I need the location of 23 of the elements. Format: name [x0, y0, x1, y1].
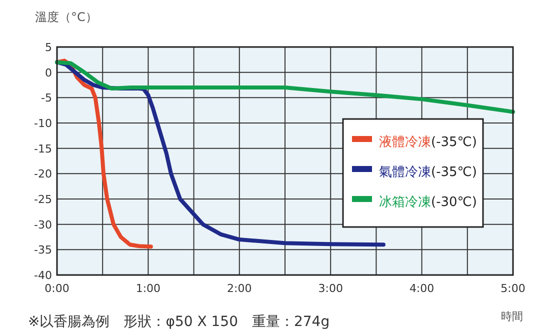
legend-label: 氣體冷凍(-35℃): [379, 165, 477, 180]
y-tick-label: -20: [34, 168, 52, 181]
y-axis-title: 溫度（°C）: [35, 10, 98, 24]
y-tick-label: -10: [34, 117, 52, 130]
y-tick-label: -25: [34, 193, 52, 206]
x-axis-title: 時間: [501, 310, 523, 323]
y-tick-label: -35: [34, 244, 52, 257]
y-tick-label: 5: [45, 41, 52, 54]
line-series: [55, 60, 515, 114]
text: ※以香腸為例 形狀：φ50 X 150 重量：274g: [28, 314, 330, 330]
x-tick-label: 3:00: [318, 282, 343, 295]
legend-label: 液體冷凍(-35℃): [379, 135, 477, 150]
y-tick-label: 0: [45, 66, 52, 80]
x-tick-label: 2:00: [227, 282, 252, 295]
x-tick-label: 5:00: [500, 282, 526, 295]
x-tick-label: 4:00: [409, 282, 434, 295]
y-tick-label: -40: [34, 269, 52, 282]
x-tick-label: 1:00: [136, 282, 161, 295]
y-tick-label: -15: [34, 142, 52, 156]
legend-label: 冰箱冷凍(-30℃): [379, 195, 477, 210]
x-tick-label: 0:00: [44, 282, 70, 295]
y-tick-label: -30: [34, 218, 52, 232]
y-tick-label: -5: [41, 92, 52, 105]
